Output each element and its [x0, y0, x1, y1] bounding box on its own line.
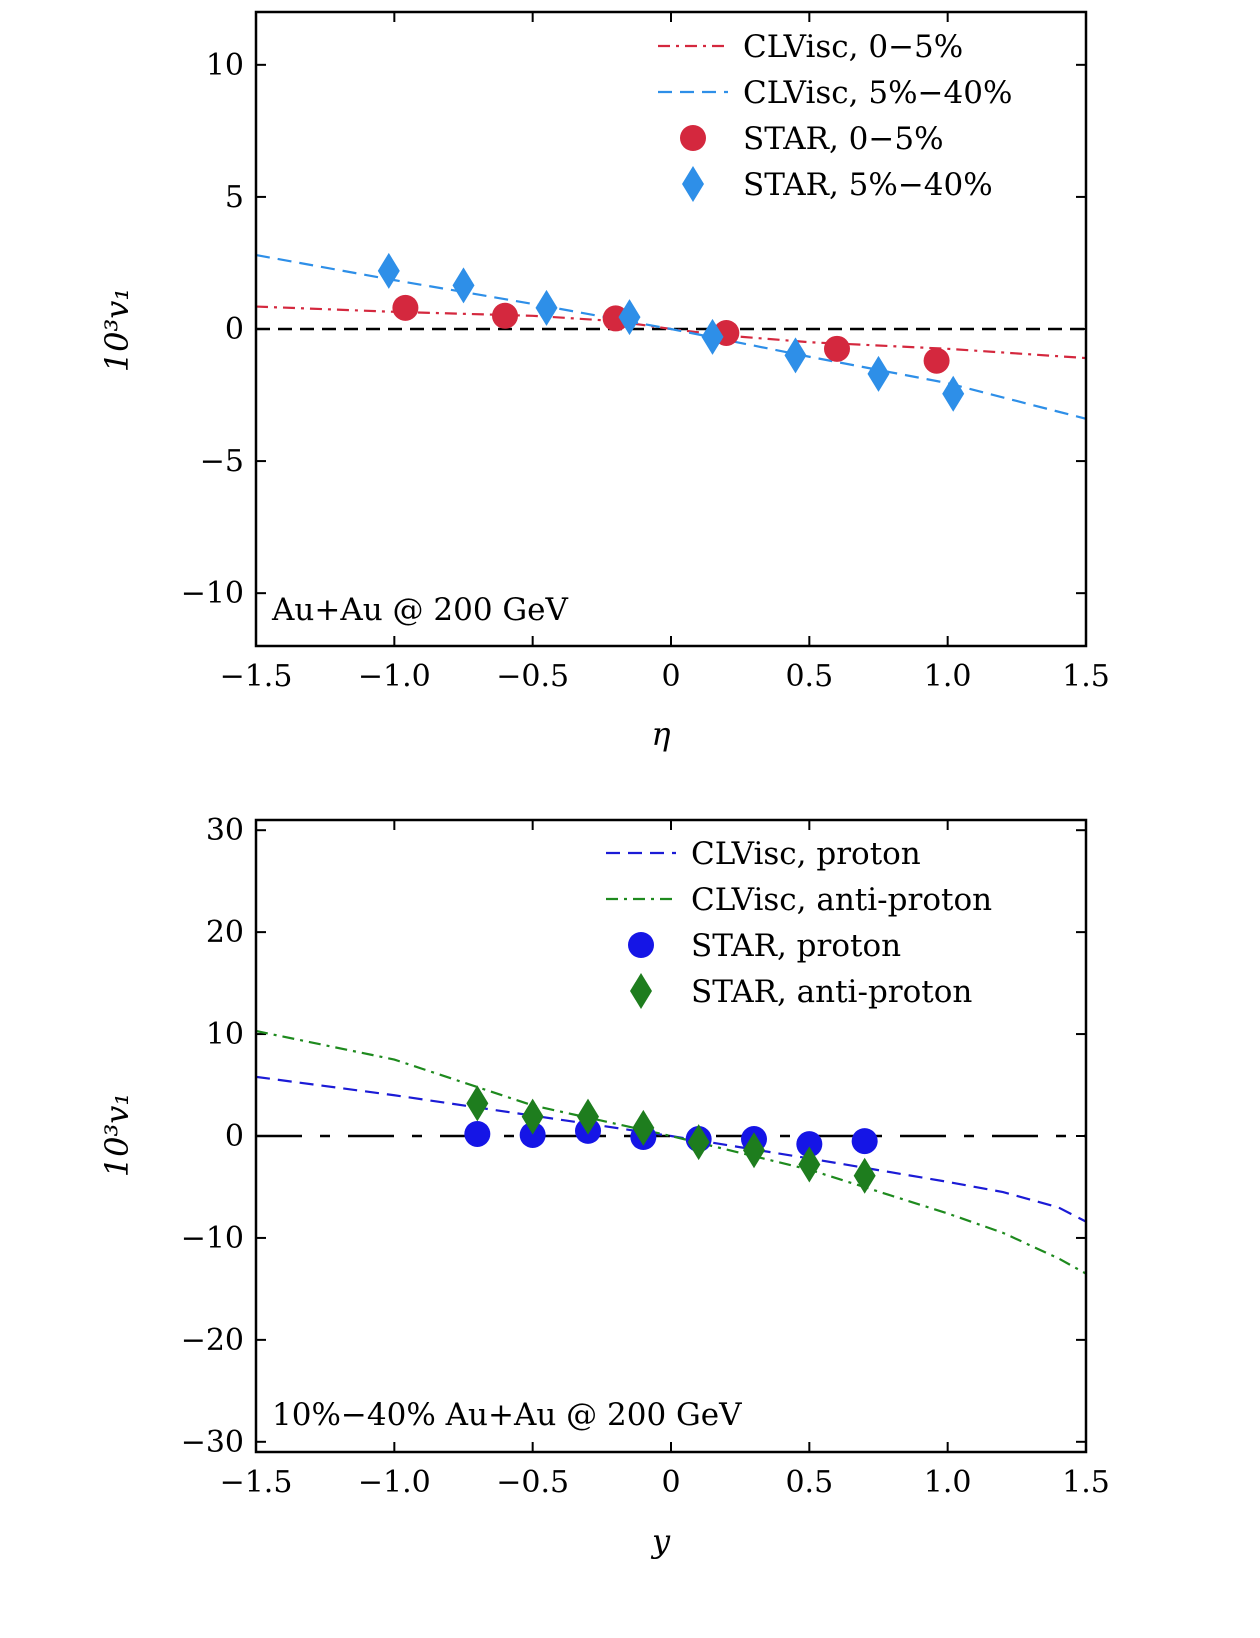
legend-marker-swatch	[680, 125, 706, 151]
legend-item: CLVisc, 5%−40%	[658, 75, 1012, 111]
data-point	[743, 1132, 765, 1169]
data-point	[466, 1085, 489, 1122]
y-axis-label: 10³v₁	[98, 1093, 136, 1177]
data-point	[492, 302, 518, 329]
x-tick-label: 1.5	[1062, 659, 1110, 694]
data-point	[577, 1098, 599, 1135]
data-point	[701, 318, 724, 355]
legend-marker-swatch	[682, 166, 704, 202]
data-point	[796, 1131, 823, 1158]
x-tick-label: 1.0	[924, 1465, 972, 1500]
x-tick-label: 1.5	[1062, 1465, 1110, 1500]
plot-frame	[254, 818, 1088, 1454]
legend-item: STAR, proton	[628, 928, 901, 964]
legend: CLVisc, proton CLVisc, anti-proton STAR, p…	[606, 836, 992, 1010]
series-line	[256, 305, 1086, 360]
legend: CLVisc, 0−5% CLVisc, 5%−40% STAR, 0−5% STAR…	[658, 29, 1012, 203]
series-line	[256, 1029, 1086, 1275]
data-point	[784, 337, 807, 374]
y-tick-label: −30	[181, 1425, 244, 1460]
y-tick-label: −10	[181, 576, 244, 611]
legend-item: STAR, 5%−40%	[682, 166, 993, 203]
legend-item: CLVisc, 0−5%	[658, 29, 963, 65]
legend-label: STAR, proton	[691, 928, 901, 964]
data-point	[618, 299, 641, 336]
x-tick-label: −0.5	[496, 659, 569, 694]
data-point	[521, 1098, 544, 1135]
y-tick-label: 10	[206, 48, 244, 83]
data-point	[923, 347, 950, 374]
legend-item: STAR, 0−5%	[680, 121, 944, 157]
x-tick-label: 0.5	[785, 659, 833, 694]
x-tick-label: 1.0	[924, 659, 972, 694]
y-tick-label: 10	[206, 1017, 244, 1052]
chart-annotation: Au+Au @ 200 GeV	[271, 592, 569, 628]
plot-frame	[254, 10, 1088, 648]
legend-marker-swatch	[628, 932, 654, 958]
data-point	[392, 294, 419, 321]
chart-panel-1: −1.5 −1.0 −0.5 0 0.5 1.0 1.5 −10 −5 0 5 10 η 10³v₁ Au+…	[98, 10, 1110, 753]
data-point	[853, 1157, 876, 1194]
series-line	[256, 1075, 1086, 1223]
data-point	[452, 267, 475, 304]
y-tick-label: 5	[225, 180, 244, 215]
x-tick-label: 0	[661, 1465, 680, 1500]
y-tick-label: 0	[225, 312, 244, 347]
data-point	[535, 289, 558, 326]
legend-label: STAR, 5%−40%	[743, 167, 993, 203]
legend-item: CLVisc, anti-proton	[606, 882, 992, 918]
y-tick-label: −20	[181, 1323, 244, 1358]
legend-item: STAR, anti-proton	[630, 973, 972, 1010]
x-tick-label: 0	[661, 659, 680, 694]
chart-panel-2: −1.5 −1.0 −0.5 0 0.5 1.0 1.5 −30 −20 −10 0 10 20 30 y 1…	[98, 813, 1110, 1560]
data-point	[942, 375, 965, 412]
y-tick-label: −10	[181, 1221, 244, 1256]
x-tick-label: −1.5	[220, 1465, 293, 1500]
x-axis-label: y	[650, 1522, 671, 1560]
legend-label: CLVisc, anti-proton	[691, 882, 992, 918]
y-tick-label: 30	[206, 813, 244, 848]
data-point	[464, 1120, 491, 1147]
legend-label: CLVisc, 0−5%	[743, 29, 963, 65]
data-point	[851, 1128, 878, 1155]
data-point	[519, 1121, 546, 1148]
x-tick-label: −1.0	[358, 659, 431, 694]
x-tick-label: −1.0	[358, 1465, 431, 1500]
data-point	[632, 1109, 655, 1146]
data-point	[824, 335, 850, 362]
y-tick-label: −5	[200, 444, 244, 479]
y-axis-label: 10³v₁	[98, 288, 136, 372]
series-group	[256, 252, 1086, 420]
legend-label: CLVisc, proton	[691, 836, 921, 872]
legend-label: STAR, 0−5%	[743, 121, 944, 157]
x-axis-label: η	[651, 715, 670, 753]
x-tick-label: −0.5	[496, 1465, 569, 1500]
data-point	[687, 1124, 710, 1161]
legend-item: CLVisc, proton	[606, 836, 921, 872]
series-line	[256, 253, 1086, 420]
series-group	[256, 1029, 1086, 1275]
data-point	[377, 252, 400, 289]
y-tick-label: 0	[225, 1119, 244, 1154]
legend-label: CLVisc, 5%−40%	[743, 75, 1012, 111]
x-tick-label: 0.5	[785, 1465, 833, 1500]
chart-annotation: 10%−40% Au+Au @ 200 GeV	[272, 1397, 742, 1433]
y-tick-label: 20	[206, 915, 244, 950]
data-point	[798, 1146, 821, 1183]
legend-label: STAR, anti-proton	[691, 974, 972, 1010]
x-tick-label: −1.5	[220, 659, 293, 694]
legend-marker-swatch	[630, 973, 652, 1009]
data-point	[867, 355, 890, 392]
